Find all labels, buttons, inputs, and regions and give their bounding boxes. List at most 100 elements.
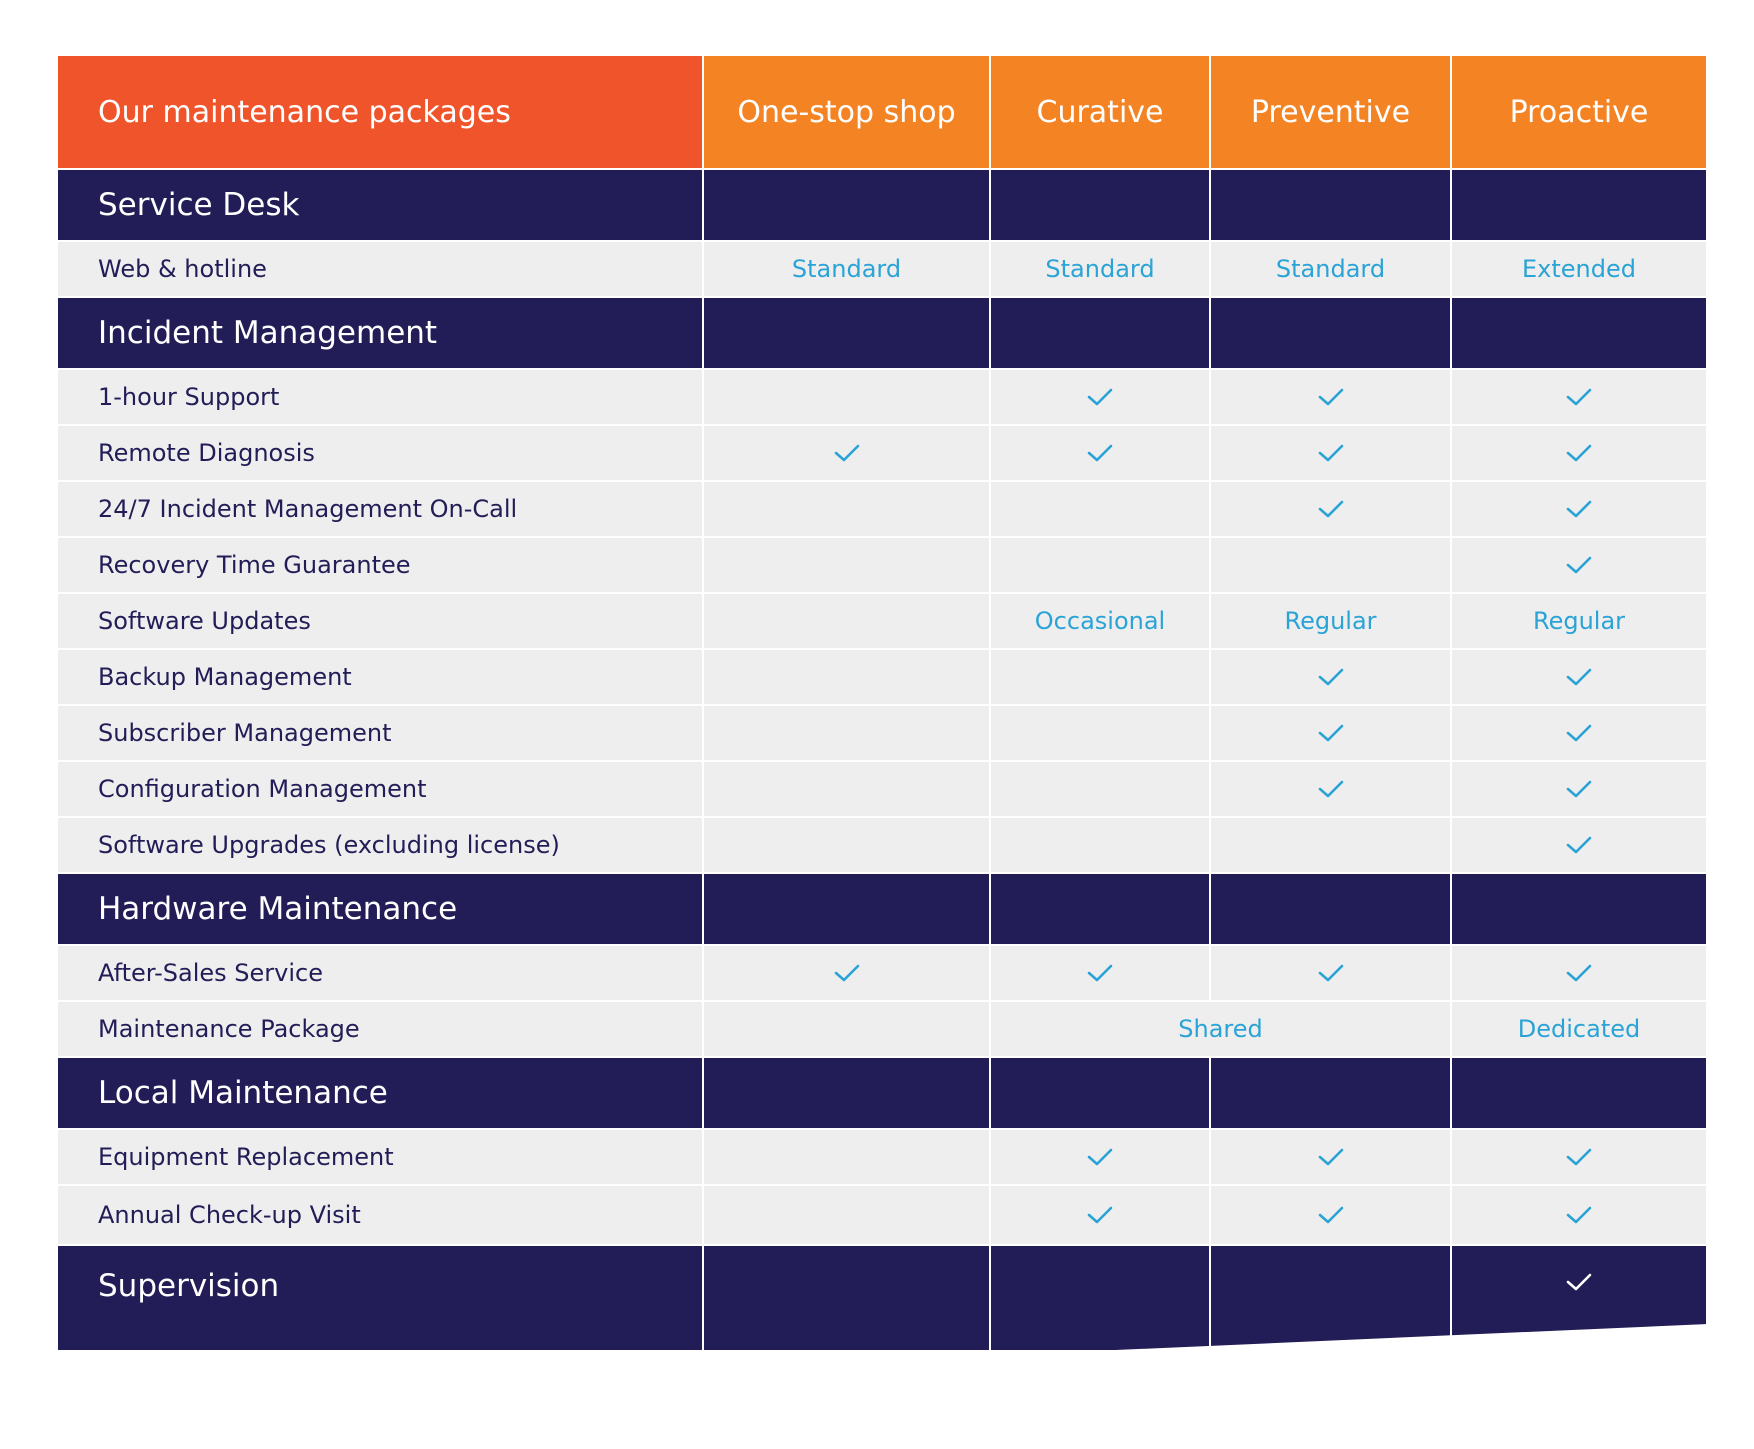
section-header-incident-management: Incident Management <box>58 298 702 368</box>
checkmark-icon <box>1566 444 1592 462</box>
value-text: Standard <box>791 255 902 283</box>
feature-value-proactive <box>1452 650 1706 704</box>
feature-value-preventive <box>1211 946 1450 1000</box>
feature-value-curative <box>991 818 1209 872</box>
checkmark-icon <box>1318 444 1343 462</box>
feature-label: 1-hour Support <box>58 370 702 424</box>
feature-value-curative <box>991 1186 1209 1244</box>
feature-value-preventive <box>1211 370 1450 424</box>
feature-value-preventive <box>1211 426 1450 480</box>
feature-value-one-stop-shop <box>704 762 989 816</box>
value-text: Regular <box>1532 607 1626 635</box>
feature-label: Remote Diagnosis <box>58 426 702 480</box>
checkmark-icon <box>1318 668 1343 686</box>
checkmark-icon <box>1087 444 1113 462</box>
checkmark-icon <box>1566 780 1592 798</box>
feature-value-curative <box>991 538 1209 592</box>
checkmark-icon <box>1318 780 1343 798</box>
feature-value-curative <box>991 706 1209 760</box>
feature-value-curative: Occasional <box>991 594 1209 648</box>
section-band-cell-proactive <box>1452 1058 1706 1128</box>
feature-value-proactive <box>1452 818 1706 872</box>
checkmark-icon <box>1566 1148 1592 1166</box>
section-header-hardware-maintenance: Hardware Maintenance <box>58 874 702 944</box>
package-header-proactive: Proactive <box>1452 56 1706 168</box>
feature-value-proactive <box>1452 482 1706 536</box>
feature-value-one-stop-shop <box>704 370 989 424</box>
feature-value-preventive <box>1211 1186 1450 1244</box>
checkmark-icon <box>1566 388 1592 406</box>
feature-value-preventive <box>1211 538 1450 592</box>
feature-value-curative <box>991 762 1209 816</box>
section-band-cell-preventive <box>1211 170 1450 240</box>
feature-value-proactive: Dedicated <box>1452 1002 1706 1056</box>
feature-value-proactive <box>1452 762 1706 816</box>
section-band-cell-proactive <box>1452 298 1706 368</box>
section-band-cell-curative <box>991 298 1209 368</box>
feature-label: Web & hotline <box>58 242 702 296</box>
feature-label: Subscriber Management <box>58 706 702 760</box>
feature-value-one-stop-shop <box>704 1002 989 1056</box>
feature-value-curative <box>991 1130 1209 1184</box>
feature-value-curative <box>991 482 1209 536</box>
feature-value-one-stop-shop <box>704 594 989 648</box>
feature-value-proactive <box>1452 370 1706 424</box>
feature-value-proactive <box>1452 706 1706 760</box>
feature-value-one-stop-shop <box>704 650 989 704</box>
section-band-cell-preventive <box>1211 1246 1450 1350</box>
feature-value-one-stop-shop <box>704 946 989 1000</box>
feature-value-curative <box>991 650 1209 704</box>
feature-value-proactive <box>1452 426 1706 480</box>
feature-label: After-Sales Service <box>58 946 702 1000</box>
feature-value-curative: Standard <box>991 242 1209 296</box>
section-header-local-maintenance: Local Maintenance <box>58 1058 702 1128</box>
feature-value-proactive <box>1452 538 1706 592</box>
feature-value-one-stop-shop <box>704 538 989 592</box>
checkmark-icon <box>1318 724 1343 742</box>
checkmark-icon <box>1566 500 1592 518</box>
checkmark-icon <box>1318 500 1343 518</box>
feature-label: Configuration Management <box>58 762 702 816</box>
feature-value-one-stop-shop: Standard <box>704 242 989 296</box>
value-text: Extended <box>1522 255 1636 283</box>
section-band-cell-one-stop-shop <box>704 298 989 368</box>
feature-value-one-stop-shop <box>704 706 989 760</box>
section-band-cell-proactive <box>1452 874 1706 944</box>
checkmark-icon <box>1566 668 1592 686</box>
feature-label: Backup Management <box>58 650 702 704</box>
checkmark-icon <box>1566 836 1592 854</box>
checkmark-icon <box>1318 1206 1343 1224</box>
feature-value-curative <box>991 946 1209 1000</box>
value-text: Shared <box>1178 1015 1263 1043</box>
section-band-cell-preventive <box>1211 874 1450 944</box>
package-header-one-stop-shop: One-stop shop <box>704 56 989 168</box>
section-band-cell-proactive <box>1452 170 1706 240</box>
feature-value-proactive <box>1452 1130 1706 1184</box>
feature-label: Software Upgrades (excluding license) <box>58 818 702 872</box>
checkmark-icon <box>834 964 859 982</box>
feature-value-proactive: Extended <box>1452 242 1706 296</box>
feature-value-one-stop-shop <box>704 1130 989 1184</box>
checkmark-icon <box>1318 1148 1343 1166</box>
section-band-cell-one-stop-shop <box>704 874 989 944</box>
section-header-service-desk: Service Desk <box>58 170 702 240</box>
section-band-cell-curative <box>991 170 1209 240</box>
section-band-cell-proactive <box>1452 1246 1706 1350</box>
feature-label: Software Updates <box>58 594 702 648</box>
section-band-cell-one-stop-shop <box>704 1246 989 1350</box>
section-band-cell-curative <box>991 1058 1209 1128</box>
checkmark-icon <box>834 444 859 462</box>
feature-label: Maintenance Package <box>58 1002 702 1056</box>
table-title: Our maintenance packages <box>58 56 702 168</box>
value-text: Standard <box>1045 255 1155 283</box>
feature-value-proactive <box>1452 1186 1706 1244</box>
section-band-cell-preventive <box>1211 298 1450 368</box>
feature-value-preventive <box>1211 1130 1450 1184</box>
feature-value-preventive: Standard <box>1211 242 1450 296</box>
feature-value-preventive: Regular <box>1211 594 1450 648</box>
checkmark-icon <box>1566 1206 1592 1224</box>
feature-value-preventive <box>1211 706 1450 760</box>
checkmark-icon <box>1087 388 1113 406</box>
value-text: Regular <box>1284 607 1377 635</box>
package-header-curative: Curative <box>991 56 1209 168</box>
